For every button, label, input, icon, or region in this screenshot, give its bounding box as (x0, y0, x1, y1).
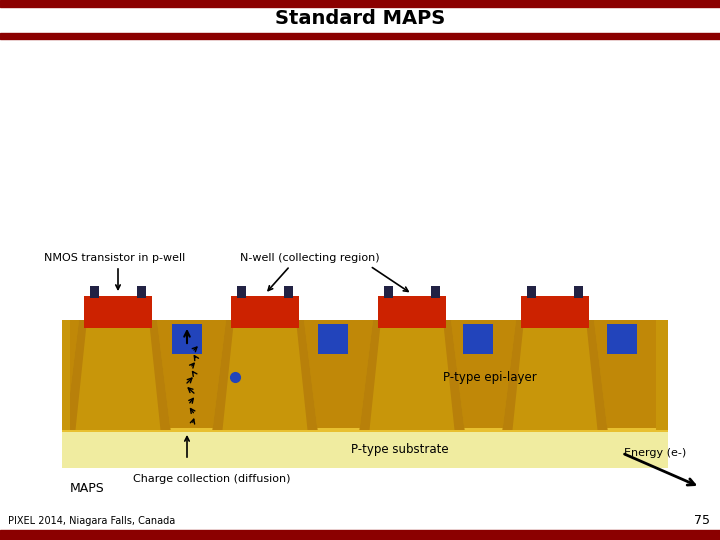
Bar (521, 296, 589, 328)
Bar (172, 324, 202, 354)
Text: N-well (collecting region): N-well (collecting region) (240, 253, 380, 263)
Text: PIXEL 2014, Niagara Falls, Canada: PIXEL 2014, Niagara Falls, Canada (8, 516, 175, 526)
Text: Charge collection (diffusion): Charge collection (diffusion) (133, 474, 291, 484)
Bar (656, 320, 668, 430)
Bar (284, 286, 293, 298)
Bar (384, 286, 393, 298)
Text: NMOS transistor in p-well: NMOS transistor in p-well (45, 253, 186, 263)
Bar (0, 530, 720, 540)
Bar (574, 286, 583, 298)
Polygon shape (212, 320, 318, 430)
Bar (62, 428, 668, 432)
Polygon shape (359, 320, 464, 430)
Bar (0, 33, 720, 39)
Bar (527, 286, 536, 298)
Bar (607, 324, 637, 354)
Polygon shape (586, 320, 608, 430)
Text: P-type epi-layer: P-type epi-layer (443, 372, 537, 384)
Text: MAPS: MAPS (70, 482, 104, 495)
Bar (318, 324, 348, 354)
Bar (237, 286, 246, 298)
Bar (378, 296, 446, 328)
Bar (431, 286, 440, 298)
Polygon shape (503, 320, 524, 430)
Polygon shape (296, 320, 318, 430)
Bar (84, 296, 152, 328)
Text: 75: 75 (694, 515, 710, 528)
Polygon shape (212, 320, 234, 430)
Polygon shape (149, 320, 171, 430)
Polygon shape (66, 320, 87, 430)
Polygon shape (66, 320, 171, 430)
Bar (137, 286, 146, 298)
Text: Energy (e-): Energy (e-) (624, 448, 686, 458)
Bar (231, 296, 299, 328)
Bar (62, 430, 668, 468)
Bar (62, 320, 668, 430)
Bar (90, 286, 99, 298)
Text: P-type substrate: P-type substrate (351, 443, 449, 456)
Text: Standard MAPS: Standard MAPS (275, 10, 445, 29)
Polygon shape (359, 320, 381, 430)
Polygon shape (443, 320, 464, 430)
Polygon shape (503, 320, 608, 430)
Bar (62, 320, 70, 430)
Bar (0, 0, 720, 7)
Bar (463, 324, 493, 354)
